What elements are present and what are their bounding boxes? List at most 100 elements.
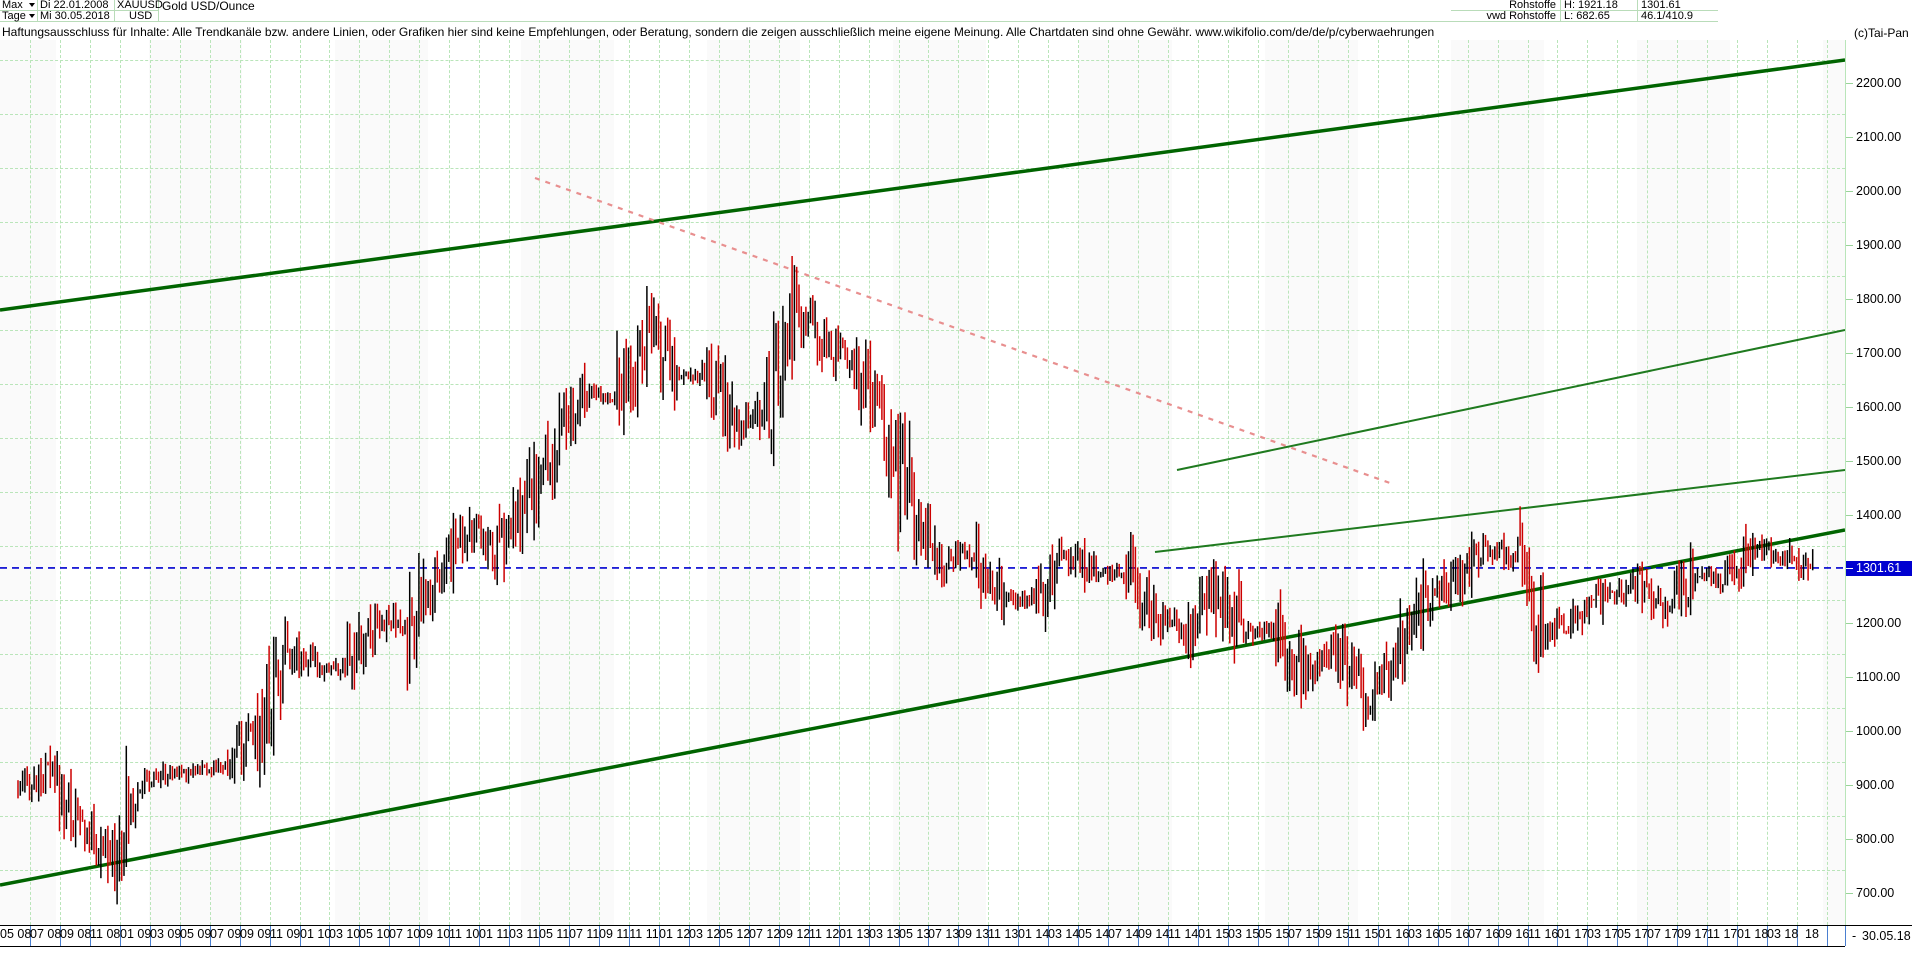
date-from-box[interactable]: Di 22.01.2008 <box>38 0 115 11</box>
date-to-label: Mi 30.05.2018 <box>40 11 110 22</box>
date-axis-separator <box>1557 926 1558 946</box>
axis-baseline <box>0 946 1845 947</box>
source-category-box: Rohstoffe <box>1451 0 1561 11</box>
date-axis-tick-label: 07 14 <box>1108 927 1140 941</box>
instrument-name-box: Gold USD/Ounce <box>159 0 1451 22</box>
date-axis-tick-label: 03 10 <box>329 927 361 941</box>
date-axis-tick-label: 01 14 <box>1018 927 1050 941</box>
date-from-label: Di 22.01.2008 <box>40 0 109 11</box>
chevron-down-icon[interactable] <box>29 14 35 18</box>
date-axis-separator <box>1198 926 1199 946</box>
gridline-v <box>1647 40 1648 925</box>
chevron-down-icon[interactable] <box>29 3 35 7</box>
date-axis-separator <box>1408 926 1409 946</box>
gridline-v <box>30 40 31 925</box>
last-price-box: 1301.61 <box>1638 0 1718 11</box>
interval-selector-box[interactable]: Tage <box>0 11 38 22</box>
gridline-v <box>449 40 450 925</box>
date-axis-separator <box>1078 926 1079 946</box>
symbol-box[interactable]: XAUUSD <box>115 0 163 11</box>
gridline-v <box>1168 40 1169 925</box>
date-axis-tick-label: 03 11 <box>509 927 540 941</box>
currency-label: USD <box>129 11 153 22</box>
date-axis-tick-label: 11 15 <box>1348 927 1379 941</box>
date-axis-separator <box>599 926 600 946</box>
date-axis-tick-label: 09 10 <box>419 927 451 941</box>
date-axis-tick-label: 07 15 <box>1288 927 1320 941</box>
descending-resistance <box>534 176 1391 485</box>
gridline-v <box>150 40 151 925</box>
range-selector-label: Max <box>2 0 23 11</box>
gridline-v <box>419 40 420 925</box>
date-axis-tick-label: 03 09 <box>150 927 182 941</box>
date-axis[interactable]: 05 08 07 08 09 08 11 08 01 09 03 09 05 09 07 09… <box>0 925 1912 953</box>
date-axis-tick-label: 07 10 <box>389 927 421 941</box>
date-axis-tick-label: 11 16 <box>1528 927 1559 941</box>
price-axis-tick-label: 1400.00 <box>1856 507 1902 522</box>
gridline-h <box>0 546 1845 547</box>
gridline-h <box>0 276 1845 277</box>
gridline-v <box>1048 40 1049 925</box>
gridline-v <box>1827 40 1828 925</box>
date-axis-separator <box>240 926 241 946</box>
date-axis-separator <box>749 926 750 946</box>
date-axis-separator <box>60 926 61 946</box>
watermark-label: (c)Tai-Pan <box>1854 26 1909 40</box>
gridline-v <box>689 40 690 925</box>
gridline-h <box>0 222 1845 223</box>
source-provider-box: vwd Rohstoffe <box>1451 11 1561 22</box>
date-axis-separator <box>150 926 151 946</box>
price-axis-tick-label: 2000.00 <box>1856 184 1902 199</box>
price-axis-tick-label: 1700.00 <box>1856 345 1902 360</box>
chart-plot-area[interactable] <box>0 40 1845 925</box>
symbol-label: XAUUSD <box>117 0 163 11</box>
date-axis-separator <box>839 926 840 946</box>
price-axis-tick-label: 1000.00 <box>1856 723 1902 738</box>
high-label: H: 1921.18 <box>1564 0 1618 11</box>
price-axis[interactable]: (c)Tai-Pan 2200.00 2100.00 2000.00 1900.00 1… <box>1845 26 1912 925</box>
date-axis-tick-label: 01 17 <box>1557 927 1589 941</box>
date-axis-separator <box>1587 926 1588 946</box>
date-axis-separator <box>1468 926 1469 946</box>
low-label: L: 682.65 <box>1564 11 1610 22</box>
date-axis-separator <box>1647 926 1648 946</box>
gridline-v <box>210 40 211 925</box>
gridline-v <box>479 40 480 925</box>
date-axis-separator <box>1767 926 1768 946</box>
gridline-v <box>1078 40 1079 925</box>
gridline-v <box>1288 40 1289 925</box>
gridline-h <box>0 168 1845 169</box>
currency-box[interactable]: USD <box>115 11 159 22</box>
date-axis-separator <box>270 926 271 946</box>
price-axis-tick-label: 700.00 <box>1856 885 1895 900</box>
date-axis-tick-label: 07 11 <box>569 927 600 941</box>
date-axis-separator <box>1498 926 1499 946</box>
minor-channel-upper <box>1176 329 1845 471</box>
date-axis-tick-label: 05 11 <box>539 927 570 941</box>
gridline-v <box>749 40 750 925</box>
gridline-v <box>1438 40 1439 925</box>
date-axis-separator <box>719 926 720 946</box>
range-selector-box[interactable]: Max <box>0 0 38 11</box>
date-axis-separator <box>389 926 390 946</box>
date-axis-separator <box>1378 926 1379 946</box>
date-axis-tick-label: 18 <box>1805 927 1819 941</box>
date-to-box[interactable]: Mi 30.05.2018 <box>38 11 115 22</box>
date-axis-tick-label: 03 17 <box>1587 927 1619 941</box>
date-axis-tick-label: 05 12 <box>719 927 751 941</box>
date-axis-separator <box>300 926 301 946</box>
price-axis-tick-label: 1800.00 <box>1856 292 1902 307</box>
high-box: H: 1921.18 <box>1561 0 1638 11</box>
date-axis-tick-label: 09 12 <box>779 927 811 941</box>
tick-mark <box>1846 406 1853 408</box>
tick-mark <box>1846 299 1853 301</box>
gridline-h <box>0 870 1845 871</box>
gridline-v <box>1228 40 1229 925</box>
date-axis-tick-label: 05 17 <box>1617 927 1649 941</box>
gridline-v <box>1767 40 1768 925</box>
gridline-v <box>60 40 61 925</box>
date-axis-last-tick: - <box>1852 929 1857 943</box>
gridline-v <box>1677 40 1678 925</box>
date-axis-tick-label: 05 14 <box>1078 927 1110 941</box>
gridline-v <box>899 40 900 925</box>
